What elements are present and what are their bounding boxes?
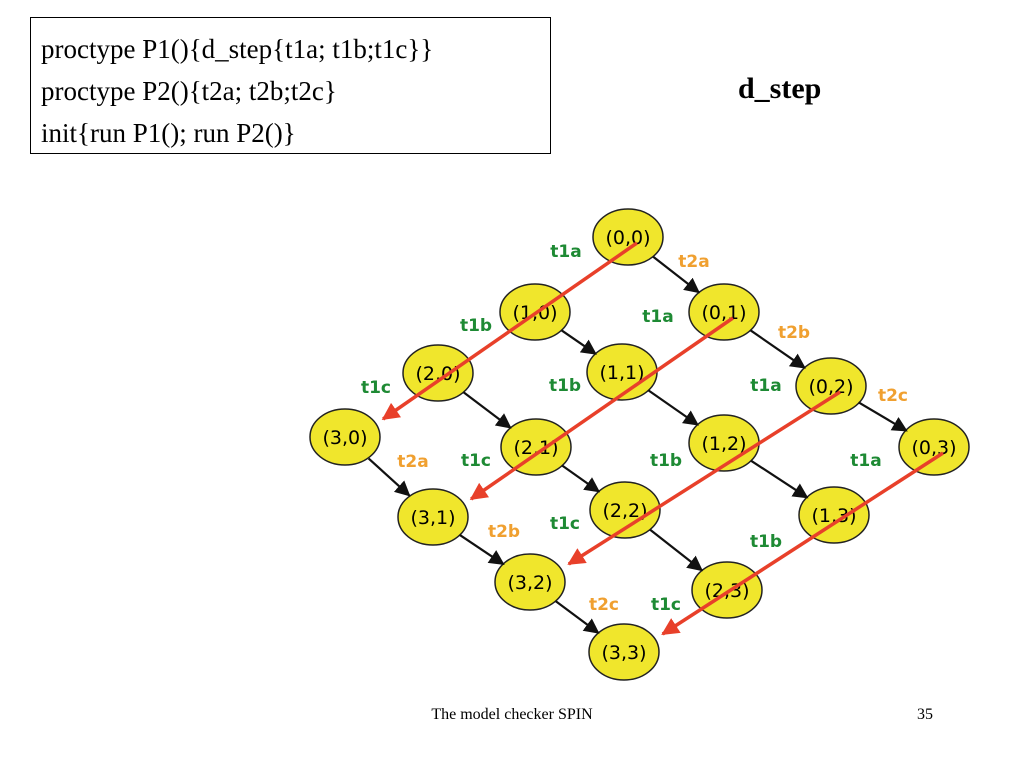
p2-transition-edge [367,457,411,497]
p2-transition-edge [458,533,505,566]
p2-transition-edge [560,329,597,355]
p2-transition-label: t2a [397,452,428,472]
state-node-22: (2,2) [589,481,661,539]
code-box: proctype P1(){d_step{t1a; t1b;t1c}} proc… [30,17,551,154]
p1-transition-label: t1a [850,451,881,471]
state-ellipse [309,408,381,466]
state-label: (0,2) [808,376,853,398]
p1-transition-label: t1c [461,451,491,471]
code-line: proctype P2(){t2a; t2b;t2c} [41,76,337,106]
state-ellipse [494,553,566,611]
p2-transition-label: t2b [488,522,520,542]
state-label: (2,0) [415,363,460,385]
state-node-00: (0,0) [592,208,664,266]
p2-transition-edge [561,464,601,493]
state-label: (0,1) [701,302,746,324]
state-node-01: (0,1) [688,283,760,341]
state-node-33: (3,3) [588,623,660,681]
p1-transition-label: t1b [549,376,581,396]
state-label: (1,2) [701,433,746,455]
p2-transition-edge [462,391,512,429]
state-label: (2,1) [513,437,558,459]
state-label: (2,2) [602,500,647,522]
p2-transition-label: t2c [589,595,619,615]
d-step-arrow [567,390,841,566]
p2-transition-edge [857,401,908,432]
state-ellipse [688,283,760,341]
state-node-02: (0,2) [795,357,867,415]
p2-transition-edge [555,600,600,634]
state-label: (0,0) [605,227,650,249]
slide-title: d_step [738,72,822,105]
state-ellipse [592,208,664,266]
state-node-11: (1,1) [586,343,658,401]
code-line: init{run P1(); run P2()} [41,118,296,148]
state-label: (1,1) [599,362,644,384]
state-label: (3,0) [322,427,367,449]
state-ellipse [898,418,970,476]
state-label: (1,3) [811,505,856,527]
p1-transition-label: t1a [642,307,673,327]
state-ellipse [588,623,660,681]
d-step-arrow [661,451,944,636]
state-label: (3,1) [410,507,455,529]
state-node-32: (3,2) [494,553,566,611]
d-step-arrow [469,316,734,501]
page-number: 35 [917,706,933,723]
state-node-13: (1,3) [798,486,870,544]
p2-transition-edge [649,528,704,572]
state-ellipse [589,481,661,539]
p1-transition-label: t1a [550,242,581,262]
state-space-diagram: (0,0)(0,1)(0,2)(0,3)(1,0)(1,1)(1,2)(1,3)… [309,208,970,681]
p2-transition-label: t2c [878,386,908,406]
state-ellipse [500,418,572,476]
p2-transition-edge [750,459,809,499]
state-node-20: (2,0) [402,344,474,402]
state-node-31: (3,1) [397,488,469,546]
d-step-arrow [381,241,638,421]
p1-transition-label: t1c [550,514,580,534]
p1-transition-label: t1b [460,316,492,336]
state-node-12: (1,2) [688,414,760,472]
state-ellipse [798,486,870,544]
p1-transition-label: t1b [650,451,682,471]
p1-transition-label: t1a [750,376,781,396]
p2-transition-edge [652,255,700,294]
p2-transition-edge [647,389,700,426]
p1-transition-label: t1c [361,378,391,398]
state-node-03: (0,3) [898,418,970,476]
state-ellipse [402,344,474,402]
p1-transition-label: t1c [651,595,681,615]
state-label: (3,2) [507,572,552,594]
state-node-21: (2,1) [500,418,572,476]
state-label: (3,3) [601,642,646,664]
p1-transition-label: t1b [750,532,782,552]
state-ellipse [795,357,867,415]
state-node-30: (3,0) [309,408,381,466]
state-label: (0,3) [911,437,956,459]
p2-transition-label: t2a [678,252,709,272]
code-line: proctype P1(){d_step{t1a; t1b;t1c}} [41,34,434,64]
footer-text: The model checker SPIN [431,706,593,723]
state-ellipse [397,488,469,546]
p2-transition-edge [749,329,806,369]
p2-transition-label: t2b [778,323,810,343]
